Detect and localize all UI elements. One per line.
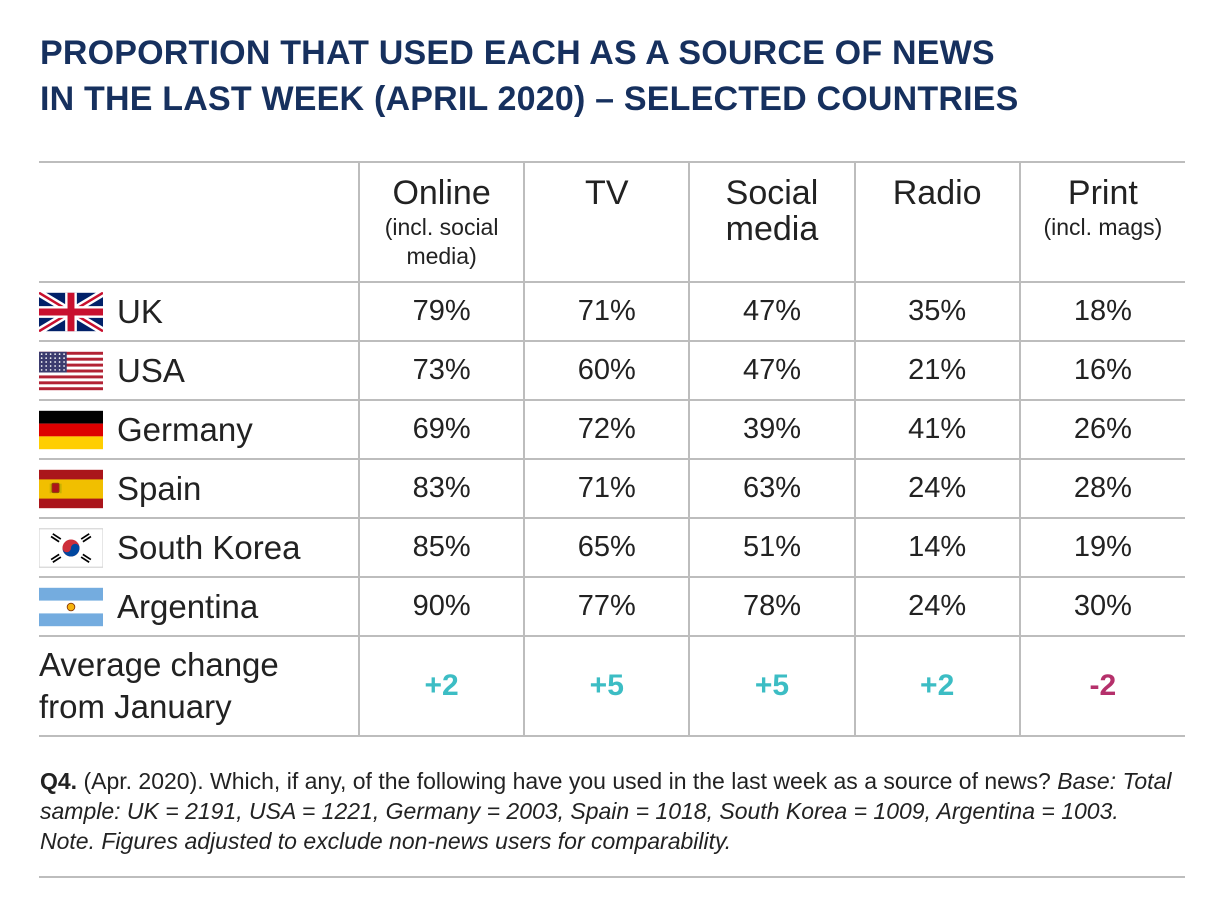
value-cell-online: 79% <box>357 281 526 342</box>
chart-title: PROPORTION THAT USED EACH AS A SOURCE OF… <box>40 30 1180 122</box>
average-change-label-line-2: from January <box>39 688 232 725</box>
uk-flag-icon <box>39 291 103 332</box>
column-header-social-media: Social media <box>688 161 856 283</box>
value-cell-radio: 41% <box>853 399 1021 460</box>
value-cell-social-media: 39% <box>688 399 856 460</box>
news-source-table: Online (incl. social media) TV Social me… <box>39 161 1185 737</box>
value-cell-online: 69% <box>357 399 526 460</box>
average-change-tv: +5 <box>523 635 691 737</box>
country-cell: USA <box>39 340 360 401</box>
title-line-2: IN THE LAST WEEK (APRIL 2020) – SELECTED… <box>40 80 1019 118</box>
column-label: Radio <box>892 174 982 212</box>
column-header-tv: TV <box>523 161 691 283</box>
table-row: USA 73% 60% 47% 21% 16% <box>39 340 1185 401</box>
country-cell: Argentina <box>39 576 360 637</box>
south-korea-flag-icon <box>39 527 103 568</box>
footnote-question-number: Q4. <box>40 768 78 794</box>
footnote-question: (Apr. 2020). Which, if any, of the follo… <box>77 768 1058 794</box>
country-cell: South Korea <box>39 517 360 578</box>
value-cell-print: 18% <box>1018 281 1185 342</box>
value-cell-online: 85% <box>357 517 526 578</box>
germany-flag-icon <box>39 410 103 450</box>
value-cell-tv: 60% <box>523 340 691 401</box>
country-name: Germany <box>117 410 253 448</box>
value-cell-radio: 24% <box>853 458 1021 519</box>
average-change-label: Average change from January <box>39 635 360 737</box>
column-label: TV <box>585 174 629 212</box>
average-change-row: Average change from January +2 +5 +5 +2 … <box>39 635 1185 737</box>
value-cell-print: 16% <box>1018 340 1185 401</box>
column-label: Print <box>1067 174 1138 212</box>
footnote: Q4. (Apr. 2020). Which, if any, of the f… <box>40 766 1180 856</box>
value-cell-radio: 35% <box>853 281 1021 342</box>
value-cell-online: 83% <box>357 458 526 519</box>
argentina-flag-icon <box>39 587 103 627</box>
footnote-base: Base: Total sample: UK = 2191, USA = 122… <box>40 768 1172 854</box>
corner-cell <box>39 161 360 283</box>
table-row: Germany 69% 72% 39% 41% 26% <box>39 399 1185 460</box>
value-cell-social-media: 63% <box>688 458 856 519</box>
usa-flag-icon <box>39 351 103 391</box>
value-cell-print: 30% <box>1018 576 1185 637</box>
column-header-radio: Radio <box>853 161 1021 283</box>
value-cell-social-media: 47% <box>688 340 856 401</box>
country-name: Argentina <box>117 587 259 625</box>
value-cell-radio: 24% <box>853 576 1021 637</box>
average-change-radio: +2 <box>853 635 1021 737</box>
value-cell-social-media: 51% <box>688 517 856 578</box>
average-change-label-line-1: Average change <box>39 646 279 683</box>
country-name: UK <box>117 292 163 330</box>
value-cell-online: 90% <box>357 576 526 637</box>
average-change-social-media: +5 <box>688 635 856 737</box>
column-header-print: Print (incl. mags) <box>1018 161 1185 283</box>
value-cell-print: 26% <box>1018 399 1185 460</box>
country-cell: Spain <box>39 458 360 519</box>
value-cell-social-media: 47% <box>688 281 856 342</box>
column-sublabel: (incl. mags) <box>1043 214 1163 240</box>
value-cell-social-media: 78% <box>688 576 856 637</box>
value-cell-print: 19% <box>1018 517 1185 578</box>
value-cell-tv: 71% <box>523 281 691 342</box>
spain-flag-icon <box>39 469 103 509</box>
bottom-divider <box>39 876 1185 878</box>
country-cell: UK <box>39 281 360 342</box>
table-row: South Korea 85% 65% 51% 14% 19% <box>39 517 1185 578</box>
country-cell: Germany <box>39 399 360 460</box>
value-cell-print: 28% <box>1018 458 1185 519</box>
country-name: USA <box>117 351 185 389</box>
value-cell-radio: 21% <box>853 340 1021 401</box>
average-change-print: -2 <box>1018 635 1185 737</box>
column-header-online: Online (incl. social media) <box>357 161 526 283</box>
title-line-1: PROPORTION THAT USED EACH AS A SOURCE OF… <box>40 34 995 72</box>
value-cell-tv: 71% <box>523 458 691 519</box>
table-row: Argentina 90% 77% 78% 24% 30% <box>39 576 1185 637</box>
column-label: Online <box>392 174 491 212</box>
value-cell-radio: 14% <box>853 517 1021 578</box>
value-cell-online: 73% <box>357 340 526 401</box>
average-change-online: +2 <box>357 635 526 737</box>
column-sublabel: (incl. social media) <box>384 214 499 269</box>
country-name: Spain <box>117 469 202 507</box>
value-cell-tv: 72% <box>523 399 691 460</box>
table-row: UK 79% 71% 47% 35% 18% <box>39 281 1185 342</box>
value-cell-tv: 77% <box>523 576 691 637</box>
country-name: South Korea <box>117 528 301 566</box>
column-label: Social media <box>725 174 819 248</box>
table-row: Spain 83% 71% 63% 24% 28% <box>39 458 1185 519</box>
value-cell-tv: 65% <box>523 517 691 578</box>
